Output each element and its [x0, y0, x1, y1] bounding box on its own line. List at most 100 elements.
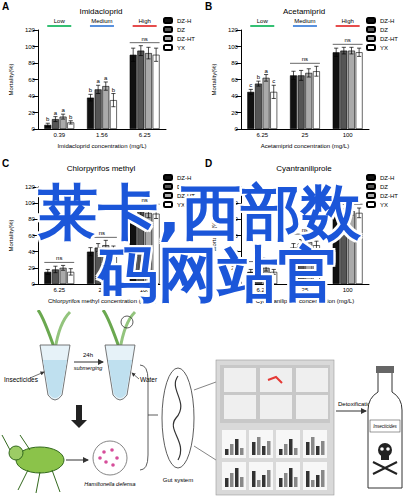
svg-text:DZ-HT: DZ-HT	[380, 36, 398, 42]
svg-text:c: c	[249, 82, 252, 88]
svg-text:0.39: 0.39	[53, 132, 65, 138]
svg-text:DZ: DZ	[380, 27, 388, 33]
svg-text:DZ-H: DZ-H	[177, 175, 191, 181]
svg-text:1.56: 1.56	[96, 132, 108, 138]
svg-text:Insecticides: Insecticides	[373, 424, 397, 429]
svg-text:a: a	[96, 78, 100, 84]
svg-text:b: b	[257, 74, 261, 80]
svg-text:Medium: Medium	[91, 18, 112, 24]
svg-text:a: a	[264, 68, 268, 74]
svg-text:ns: ns	[56, 255, 62, 261]
svg-text:Low: Low	[257, 18, 269, 24]
svg-text:Insecticides: Insecticides	[4, 376, 39, 383]
svg-text:Cyantraniliprole concentration: Cyantraniliprole concentration (mg/L)	[256, 298, 354, 304]
svg-text:b: b	[69, 114, 73, 120]
svg-text:100: 100	[228, 44, 239, 50]
svg-text:ns: ns	[302, 56, 308, 62]
svg-text:Low: Low	[54, 18, 66, 24]
svg-text:Imidacloprid concentration (mg: Imidacloprid concentration (mg/L)	[57, 143, 146, 149]
svg-text:DZ-H: DZ-H	[380, 18, 394, 24]
svg-text:100: 100	[25, 44, 36, 50]
svg-text:ns: ns	[344, 197, 350, 203]
svg-text:Acetamiprid: Acetamiprid	[283, 7, 325, 16]
svg-text:0: 0	[235, 126, 239, 132]
svg-text:B: B	[205, 1, 212, 12]
svg-text:40: 40	[28, 249, 35, 255]
svg-text:ns: ns	[259, 255, 265, 261]
svg-text:DZ: DZ	[380, 184, 388, 190]
svg-text:6.25: 6.25	[53, 287, 65, 293]
svg-text:submerging: submerging	[74, 365, 104, 371]
svg-text:60: 60	[28, 233, 35, 239]
svg-text:A: A	[2, 1, 9, 12]
svg-text:Water: Water	[140, 376, 158, 383]
svg-text:b: b	[46, 116, 50, 122]
svg-text:40: 40	[231, 249, 238, 255]
svg-text:DZ-HT: DZ-HT	[380, 193, 398, 199]
svg-text:20: 20	[231, 265, 238, 271]
svg-text:DZ: DZ	[177, 184, 185, 190]
svg-text:YX: YX	[177, 45, 185, 51]
svg-text:0: 0	[32, 281, 36, 287]
svg-text:YX: YX	[380, 202, 388, 208]
svg-text:40: 40	[231, 93, 238, 99]
svg-text:25: 25	[99, 287, 106, 293]
svg-text:100: 100	[343, 287, 354, 293]
svg-text:a: a	[54, 110, 58, 116]
svg-text:60: 60	[231, 77, 238, 83]
svg-text:Imidacloprid: Imidacloprid	[79, 7, 122, 16]
svg-text:Mortality(%): Mortality(%)	[211, 219, 217, 251]
svg-text:25: 25	[302, 132, 309, 138]
svg-text:High: High	[341, 18, 353, 24]
svg-text:YX: YX	[177, 202, 185, 208]
svg-text:C: C	[2, 158, 9, 169]
svg-text:6.25: 6.25	[256, 132, 268, 138]
svg-text:120: 120	[228, 27, 239, 33]
svg-text:20: 20	[231, 110, 238, 116]
svg-text:80: 80	[28, 60, 35, 66]
svg-text:D: D	[205, 158, 212, 169]
svg-text:80: 80	[231, 60, 238, 66]
svg-text:Mortality(%): Mortality(%)	[8, 63, 14, 95]
svg-text:80: 80	[28, 216, 35, 222]
svg-text:100: 100	[228, 200, 239, 206]
svg-text:Cyantraniliprole: Cyantraniliprole	[276, 164, 332, 173]
svg-text:120: 120	[25, 27, 36, 33]
svg-text:DZ-HT: DZ-HT	[177, 193, 195, 199]
svg-text:100: 100	[343, 132, 354, 138]
svg-text:Acetamiprid concentration (mg/: Acetamiprid concentration (mg/L)	[261, 143, 349, 149]
svg-text:Chlorpyrifos methyl concentrat: Chlorpyrifos methyl concentration (mg/L)	[48, 298, 156, 304]
svg-text:b: b	[89, 87, 93, 93]
svg-text:24h: 24h	[83, 352, 93, 358]
svg-text:DZ-H: DZ-H	[380, 175, 394, 181]
svg-text:YX: YX	[380, 45, 388, 51]
svg-text:20: 20	[28, 110, 35, 116]
svg-text:ns: ns	[141, 197, 147, 203]
svg-text:20: 20	[28, 265, 35, 271]
svg-text:ns: ns	[344, 37, 350, 43]
svg-text:Mortality(%): Mortality(%)	[211, 63, 217, 95]
svg-text:40: 40	[28, 93, 35, 99]
svg-text:a: a	[104, 75, 108, 81]
svg-text:b: b	[112, 87, 116, 93]
svg-text:120: 120	[228, 184, 239, 190]
svg-text:DZ-HT: DZ-HT	[177, 36, 195, 42]
svg-text:Hamiltonella defensa: Hamiltonella defensa	[84, 481, 135, 487]
svg-text:0: 0	[32, 126, 36, 132]
svg-text:Mortality(%): Mortality(%)	[8, 219, 14, 251]
svg-text:DZ: DZ	[177, 27, 185, 33]
svg-text:60: 60	[231, 233, 238, 239]
svg-text:c: c	[272, 78, 275, 84]
svg-text:Gut system: Gut system	[163, 477, 193, 483]
svg-text:100: 100	[140, 287, 151, 293]
svg-text:0: 0	[235, 281, 239, 287]
svg-text:6.25: 6.25	[139, 132, 151, 138]
svg-text:a: a	[61, 107, 65, 113]
svg-text:ns: ns	[302, 227, 308, 233]
svg-text:80: 80	[231, 216, 238, 222]
svg-text:25: 25	[302, 287, 309, 293]
svg-text:Medium: Medium	[294, 18, 315, 24]
svg-text:6.25: 6.25	[256, 287, 268, 293]
svg-text:ns: ns	[99, 230, 105, 236]
svg-text:High: High	[138, 18, 150, 24]
